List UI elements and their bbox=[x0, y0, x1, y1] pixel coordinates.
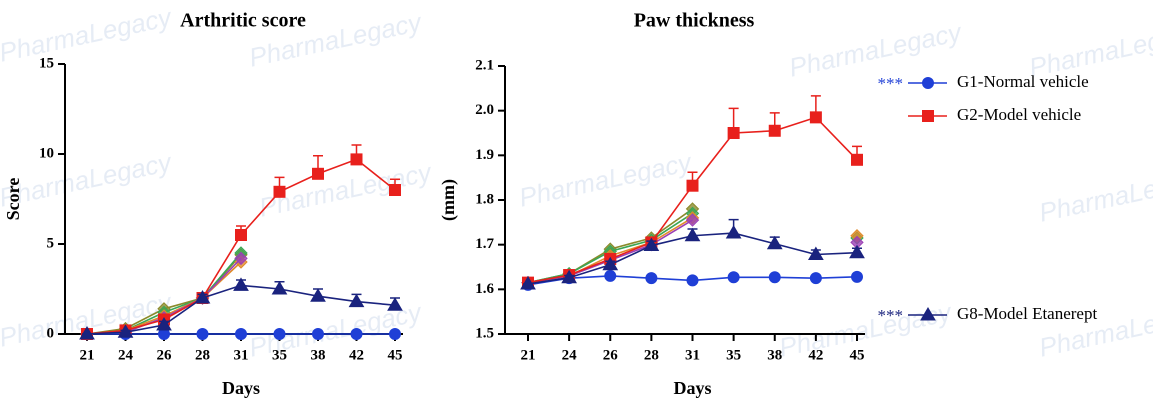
point bbox=[520, 275, 536, 290]
series bbox=[522, 269, 863, 291]
point bbox=[194, 290, 211, 304]
x-axis-label: Days bbox=[222, 378, 260, 398]
point bbox=[196, 328, 209, 340]
point bbox=[156, 317, 172, 331]
y-axis-label: Score bbox=[3, 178, 23, 221]
y-tick-label: 15 bbox=[39, 55, 54, 71]
watermark: PharmaLegacy bbox=[1036, 161, 1153, 227]
x-tick-label: 28 bbox=[195, 347, 210, 363]
watermark: PharmaLegacy bbox=[786, 16, 965, 82]
watermark: PharmaLegacy bbox=[776, 296, 955, 362]
point bbox=[561, 269, 577, 284]
point bbox=[849, 244, 865, 259]
point bbox=[809, 111, 822, 124]
chart-title: Arthritic score bbox=[180, 10, 306, 32]
point bbox=[685, 213, 700, 227]
legend-item: *** G1-Normal vehicle bbox=[878, 72, 1089, 93]
point bbox=[808, 246, 824, 260]
point bbox=[768, 124, 781, 137]
x-tick-label: 31 bbox=[234, 347, 249, 363]
point bbox=[233, 277, 249, 291]
x-tick-label: 45 bbox=[388, 347, 403, 363]
point bbox=[350, 153, 363, 166]
x-tick-label: 26 bbox=[157, 347, 173, 363]
x-tick-label: 21 bbox=[80, 347, 95, 363]
legend-label: G1-Normal vehicle bbox=[957, 72, 1089, 91]
y-tick-label: 2.1 bbox=[475, 57, 494, 73]
x-tick-label: 26 bbox=[603, 347, 619, 363]
point bbox=[766, 235, 783, 250]
x-tick-label: 42 bbox=[349, 347, 364, 363]
point bbox=[725, 225, 742, 239]
y-tick-label: 5 bbox=[47, 235, 55, 251]
y-axis-label: (mm) bbox=[438, 179, 459, 221]
point bbox=[273, 328, 286, 340]
series bbox=[520, 218, 865, 290]
point bbox=[389, 328, 401, 340]
y-tick-label: 0 bbox=[47, 325, 55, 341]
x-tick-label: 21 bbox=[521, 347, 536, 363]
x-axis-label: Days bbox=[673, 378, 711, 398]
point bbox=[387, 297, 403, 311]
x-tick-label: 45 bbox=[850, 347, 865, 363]
y-tick-label: 10 bbox=[39, 145, 54, 161]
y-tick-label: 1.6 bbox=[475, 281, 494, 297]
point bbox=[348, 293, 365, 308]
point bbox=[79, 326, 95, 340]
x-tick-label: 24 bbox=[118, 347, 134, 363]
x-tick-label: 38 bbox=[311, 347, 326, 363]
legend-item: G2-Model vehicle bbox=[908, 105, 1081, 124]
point bbox=[645, 272, 658, 285]
x-tick-label: 31 bbox=[685, 347, 700, 363]
legend-item: *** G8-Model Etanerept bbox=[878, 304, 1098, 325]
y-tick-label: 2.0 bbox=[475, 102, 494, 118]
point bbox=[684, 227, 701, 242]
chart-title: Paw thickness bbox=[634, 10, 755, 32]
x-tick-label: 35 bbox=[272, 347, 287, 363]
point bbox=[851, 153, 863, 166]
legend-annotation: *** bbox=[878, 74, 904, 93]
point bbox=[235, 229, 247, 241]
point bbox=[727, 271, 740, 284]
y-tick-label: 1.8 bbox=[475, 191, 494, 207]
point bbox=[727, 127, 740, 139]
point bbox=[604, 269, 617, 282]
point bbox=[389, 184, 401, 196]
y-tick-label: 1.9 bbox=[475, 147, 494, 163]
point bbox=[273, 185, 286, 198]
y-tick-label: 1.7 bbox=[475, 236, 494, 252]
watermark: PharmaLegacy bbox=[0, 146, 176, 212]
legend-annotation: *** bbox=[878, 306, 904, 325]
point bbox=[602, 256, 619, 271]
series bbox=[79, 277, 403, 340]
x-tick-label: 42 bbox=[808, 347, 823, 363]
x-tick-label: 35 bbox=[726, 347, 741, 363]
point bbox=[234, 251, 248, 266]
point bbox=[809, 272, 822, 285]
point bbox=[643, 237, 660, 252]
watermark: PharmaLegacy bbox=[0, 1, 176, 67]
point bbox=[312, 328, 324, 340]
x-tick-label: 38 bbox=[767, 347, 782, 363]
point bbox=[312, 167, 324, 180]
watermark: PharmaLegacy bbox=[516, 146, 695, 212]
point bbox=[310, 288, 326, 302]
legend-label: G2-Model vehicle bbox=[957, 105, 1081, 124]
point bbox=[117, 324, 134, 338]
legend-marker bbox=[922, 110, 934, 122]
x-tick-label: 28 bbox=[644, 347, 659, 363]
point bbox=[235, 328, 247, 340]
point bbox=[686, 274, 699, 287]
legend-marker bbox=[922, 77, 934, 89]
legend-marker bbox=[920, 307, 936, 321]
legend-label: G8-Model Etanerept bbox=[957, 304, 1097, 323]
point bbox=[768, 271, 781, 284]
point bbox=[851, 270, 863, 283]
point bbox=[686, 179, 699, 192]
x-tick-label: 24 bbox=[562, 347, 578, 363]
point bbox=[271, 281, 288, 295]
y-tick-label: 1.5 bbox=[475, 325, 494, 341]
point bbox=[350, 328, 363, 340]
